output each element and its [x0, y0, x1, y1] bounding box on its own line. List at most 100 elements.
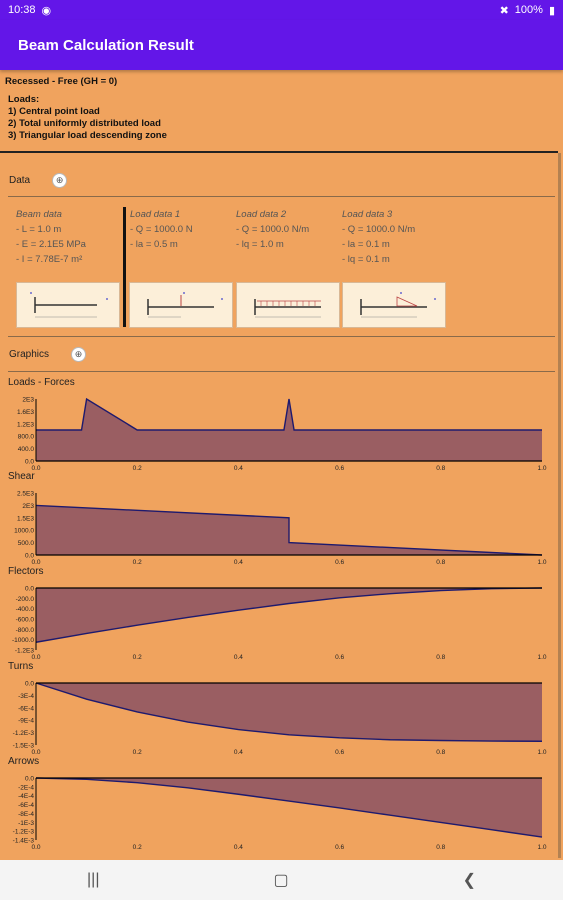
y-tick-label: 800.0: [18, 434, 35, 441]
y-tick-label: 500.0: [18, 540, 35, 547]
load-2-thumbnail[interactable]: [236, 282, 340, 328]
back-icon[interactable]: ❮: [462, 872, 476, 889]
load-item: 3) Triangular load descending zone: [8, 130, 167, 141]
x-tick-label: 0.2: [133, 465, 142, 472]
series-line: [35, 504, 543, 556]
x-tick-label: 0.4: [234, 844, 243, 851]
y-tick-label: -200.0: [16, 596, 35, 603]
notification-icon: ◉: [41, 4, 52, 17]
x-tick-label: 0.6: [335, 465, 344, 472]
y-tick-label: -600.0: [16, 617, 35, 624]
x-tick-label: 0.8: [436, 654, 445, 661]
x-tick-label: 0.0: [31, 844, 40, 851]
loads-forces-chart-title: Loads - Forces: [8, 377, 75, 388]
result-content[interactable]: Recessed - Free (GH = 0) Loads: 1) Centr…: [0, 72, 563, 860]
x-tick-label: 0.0: [31, 559, 40, 566]
y-tick-label: 1.2E3: [17, 421, 34, 428]
navigation-bar: ||| ▢ ❮: [0, 860, 563, 900]
point-load-diagram: [147, 292, 223, 318]
beam-data-title: Beam data: [16, 209, 62, 220]
load-item: 2) Total uniformly distributed load: [8, 118, 161, 129]
data-divider: [8, 196, 555, 197]
turns-chart-title: Turns: [8, 661, 34, 672]
status-bar: 10:38 ◉ ✖ 100% ▮: [0, 0, 563, 20]
data-section-header: Data ⊕: [9, 173, 68, 188]
x-tick-label: 0.2: [133, 559, 142, 566]
load-data-2-title: Load data 2: [236, 209, 287, 220]
y-tick-label: 2.5E3: [17, 491, 34, 498]
y-tick-label: -4E-4: [18, 793, 34, 800]
app-bar: Beam Calculation Result: [0, 20, 563, 70]
x-tick-label: 0.2: [133, 749, 142, 756]
arrows-chart-title: Arrows: [8, 756, 40, 767]
x-tick-label: 0.2: [133, 844, 142, 851]
arrows-chart: 0.0-2E-4-4E-4-6E-4-8E-4-1E-3-1.2E-3-1.4E…: [13, 776, 547, 852]
load-3-lq: - lq = 0.1 m: [342, 254, 390, 265]
load-1-thumbnail[interactable]: [129, 282, 233, 328]
y-tick-label: 1.6E3: [17, 409, 34, 416]
graphics-section-label: Graphics: [9, 349, 50, 360]
data-section-label: Data: [9, 175, 31, 186]
x-tick-label: 0.8: [436, 844, 445, 851]
shear-chart: 2.5E3 2E3 1.5E3 1000.0 500.0 0.00.0 0.2 0.4 0.6 0…: [14, 491, 547, 567]
magnifier-icon: ⊕: [74, 349, 83, 359]
y-tick-label: -1.2E-3: [13, 829, 35, 836]
area-fill: [36, 399, 542, 461]
x-tick-label: 0.6: [335, 844, 344, 851]
load-data-3: Load data 3 - Q = 1000.0 N/m - la = 0.1 …: [342, 207, 415, 267]
x-tick-label: 0.4: [234, 559, 243, 566]
area-fill: [36, 683, 542, 742]
x-tick-label: 0.4: [234, 465, 243, 472]
load-2-q: - Q = 1000.0 N/m: [236, 224, 310, 235]
x-tick-label: 0.8: [436, 749, 445, 756]
header-divider: [0, 151, 558, 153]
y-tick-label: -1E-3: [18, 820, 34, 827]
y-tick-label: -400.0: [16, 606, 35, 613]
x-tick-label: 1.0: [537, 465, 546, 472]
scrollbar[interactable]: [558, 153, 561, 858]
magnifier-icon: ⊕: [55, 175, 64, 185]
series-line: [35, 682, 543, 742]
y-tick-label: -1000.0: [12, 637, 34, 644]
battery-icon: ▮: [548, 4, 555, 17]
x-tick-label: 0.6: [335, 654, 344, 661]
load-3-thumbnail[interactable]: [342, 282, 446, 328]
loads-forces-chart: 2E3 1.6E3 1.2E3 800.0 400.0 0.00.0 0.2 0.4 0.6 0.…: [17, 397, 547, 473]
series-line: [36, 397, 542, 431]
y-tick-label: -6E-4: [18, 802, 34, 809]
battery-text: 100%: [514, 4, 543, 16]
uniform-load-diagram: [254, 299, 321, 318]
status-time: 10:38: [8, 4, 36, 16]
x-tick-label: 0.0: [31, 749, 40, 756]
area-fill: [36, 778, 542, 838]
shear-chart-title: Shear: [8, 471, 35, 482]
beam-inertia: - I = 7.78E-7 m²: [16, 254, 83, 265]
y-tick-label: 2E3: [22, 397, 34, 404]
y-tick-label: -1.2E-3: [13, 730, 35, 737]
loads-title: Loads:: [8, 94, 40, 105]
series-line: [35, 777, 543, 838]
data-column-divider: [123, 207, 126, 327]
load-data-1: Load data 1 - Q = 1000.0 N - la = 0.5 m: [130, 207, 193, 252]
y-tick-label: -6E-4: [18, 705, 34, 712]
turns-chart: 0.0-3E-4-6E-4-9E-4-1.2E-3-1.5E-30.0 0.2 0.…: [13, 681, 547, 757]
y-tick-label: 0.0: [25, 553, 34, 560]
load-2-lq: - lq = 1.0 m: [236, 239, 284, 250]
home-icon[interactable]: ▢: [273, 872, 289, 889]
load-data-3-title: Load data 3: [342, 209, 393, 220]
zoom-data-button[interactable]: ⊕: [52, 173, 68, 188]
y-tick-label: -800.0: [16, 627, 35, 634]
y-tick-label: 1000.0: [14, 528, 34, 535]
x-tick-label: 0.2: [133, 654, 142, 661]
flectors-chart: 0.0 -200.0 -400.0 -600.0 -800.0 -1000.0 -1.2E3…: [12, 586, 547, 662]
recent-apps-icon[interactable]: |||: [87, 871, 100, 888]
x-tick-label: 0.0: [31, 654, 40, 661]
zoom-graphics-button[interactable]: ⊕: [71, 347, 87, 362]
y-tick-label: 0.0: [25, 776, 34, 783]
x-tick-label: 0.8: [436, 465, 445, 472]
y-tick-label: -3E-4: [18, 693, 34, 700]
load-1-la: - la = 0.5 m: [130, 239, 178, 250]
y-tick-label: 1.5E3: [17, 515, 34, 522]
flectors-chart-title: Flectors: [8, 566, 44, 577]
beam-thumbnail[interactable]: [16, 282, 120, 328]
